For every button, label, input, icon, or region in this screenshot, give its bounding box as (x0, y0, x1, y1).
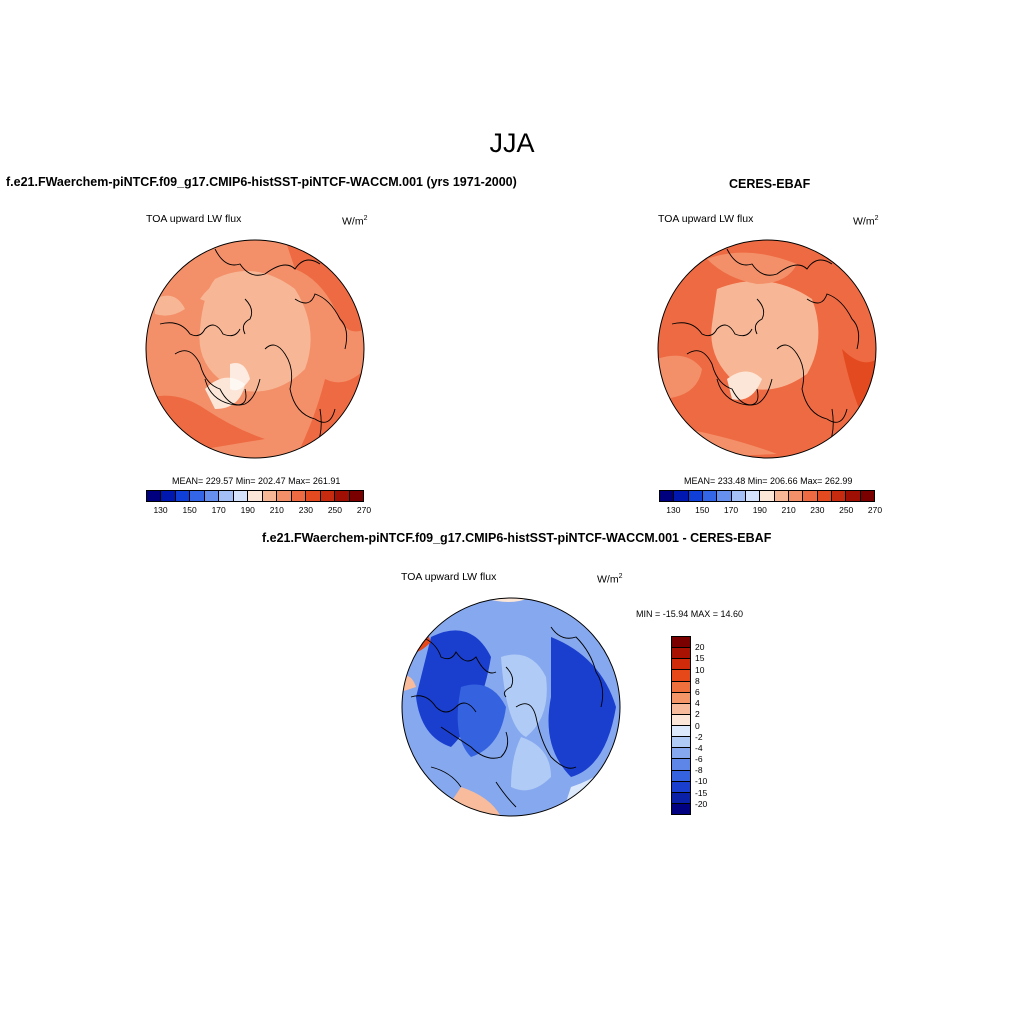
map-1-polar (145, 239, 365, 459)
colorbar-tick-label: 150 (182, 505, 197, 515)
colorbar-swatch (219, 491, 234, 501)
colorbar-tick-label: -2 (695, 731, 703, 742)
colorbar-tick-label: 6 (695, 686, 700, 697)
colorbar-tick-label: 4 (695, 698, 700, 709)
colorbar-swatch (672, 637, 690, 649)
colorbar-swatch (291, 491, 307, 501)
panel-2-units: W/m2 (853, 215, 879, 228)
colorbar-tick-label: 250 (327, 505, 343, 515)
colorbar-tick-label: 190 (752, 505, 767, 515)
colorbar-swatch (672, 726, 690, 738)
colorbar-tick-label: -6 (695, 754, 703, 765)
panel-2-colorbar-ticks: 130 150 170 190 210 230 250 270 (659, 505, 882, 517)
colorbar-swatch (147, 491, 162, 501)
colorbar-swatch (774, 491, 789, 501)
colorbar-tick-label: -15 (695, 787, 708, 798)
colorbar-tick-label: 2 (695, 709, 700, 720)
map-2-polar (657, 239, 877, 459)
panel-2-variable: TOA upward LW flux (658, 213, 754, 225)
colorbar-swatch (788, 491, 804, 501)
colorbar-swatch (672, 659, 690, 671)
panel-3-title: f.e21.FWaerchem-piNTCF.f09_g17.CMIP6-his… (262, 531, 772, 545)
colorbar-swatch (803, 491, 818, 501)
colorbar-swatch (672, 737, 690, 749)
colorbar-tick-label: 170 (211, 505, 226, 515)
colorbar-tick-label: 130 (666, 505, 681, 515)
colorbar-tick-label: 20 (695, 642, 705, 653)
colorbar-swatch (702, 491, 718, 501)
colorbar-swatch (860, 491, 874, 501)
colorbar-swatch (817, 491, 832, 501)
panel-3-variable: TOA upward LW flux (401, 571, 497, 583)
colorbar-swatch (672, 781, 690, 793)
colorbar-tick-label: 150 (695, 505, 710, 515)
colorbar-swatch (335, 491, 350, 501)
panel-3-colorbar (671, 636, 691, 815)
panel-2-colorbar (659, 490, 875, 502)
colorbar-swatch (672, 748, 690, 760)
panel-1-variable: TOA upward LW flux (146, 213, 242, 225)
colorbar-tick-label: 130 (153, 505, 168, 515)
colorbar-tick-label: 10 (695, 664, 705, 675)
colorbar-swatch (233, 491, 249, 501)
colorbar-tick-label: 210 (269, 505, 284, 515)
panel-3-stats: MIN = -15.94 MAX = 14.60 (636, 609, 744, 619)
colorbar-swatch (161, 491, 176, 501)
colorbar-tick-label: 230 (810, 505, 825, 515)
colorbar-tick-label: 270 (867, 505, 883, 515)
colorbar-tick-label: 0 (695, 720, 700, 731)
colorbar-swatch (248, 491, 263, 501)
colorbar-swatch (672, 770, 690, 782)
colorbar-swatch (672, 792, 690, 804)
panel-1-title: f.e21.FWaerchem-piNTCF.f09_g17.CMIP6-his… (6, 175, 517, 189)
colorbar-tick-label: 190 (240, 505, 255, 515)
main-title: JJA (489, 128, 535, 158)
colorbar-swatch (320, 491, 336, 501)
colorbar-swatch (688, 491, 703, 501)
panel-2-title: CERES-EBAF (729, 177, 811, 191)
colorbar-swatch (672, 648, 690, 660)
colorbar-swatch (672, 759, 690, 771)
colorbar-swatch (672, 681, 690, 693)
panel-3-units: W/m2 (597, 573, 623, 586)
colorbar-tick-label: 8 (695, 675, 700, 686)
colorbar-tick-label: 210 (781, 505, 796, 515)
colorbar-swatch (831, 491, 847, 501)
panel-3-colorbar-ticks: 20 15 10 8 6 4 2 0 -2 -4 -6 -8 -10 -15 -20 (695, 636, 725, 815)
panel-1-colorbar-ticks: 130 150 170 190 210 230 250 270 (146, 505, 371, 517)
colorbar-swatch (745, 491, 761, 501)
colorbar-tick-label: -10 (695, 776, 708, 787)
colorbar-tick-label: -20 (695, 798, 708, 809)
colorbar-tick-label: 250 (839, 505, 854, 515)
colorbar-swatch (731, 491, 746, 501)
panel-1-colorbar (146, 490, 364, 502)
colorbar-swatch (672, 803, 690, 814)
colorbar-swatch (760, 491, 775, 501)
colorbar-swatch (277, 491, 292, 501)
colorbar-swatch (660, 491, 675, 501)
colorbar-swatch (349, 491, 364, 501)
colorbar-swatch (846, 491, 861, 501)
colorbar-swatch (672, 670, 690, 682)
colorbar-swatch (717, 491, 732, 501)
colorbar-swatch (175, 491, 191, 501)
colorbar-swatch (672, 703, 690, 715)
colorbar-tick-label: -4 (695, 742, 703, 753)
colorbar-swatch (674, 491, 689, 501)
map-3-polar-difference (401, 597, 621, 817)
colorbar-tick-label: 230 (298, 505, 313, 515)
panel-1-stats: MEAN= 229.57 Min= 202.47 Max= 261.91 (172, 476, 341, 486)
colorbar-swatch (262, 491, 278, 501)
colorbar-tick-label: 270 (356, 505, 372, 515)
colorbar-tick-label: 15 (695, 653, 705, 664)
colorbar-swatch (306, 491, 321, 501)
colorbar-swatch (204, 491, 220, 501)
colorbar-tick-label: -8 (695, 765, 703, 776)
colorbar-swatch (672, 714, 690, 726)
colorbar-swatch (190, 491, 205, 501)
colorbar-tick-label: 170 (723, 505, 739, 515)
panel-1-units: W/m2 (342, 215, 368, 228)
panel-2-stats: MEAN= 233.48 Min= 206.66 Max= 262.99 (684, 476, 853, 486)
colorbar-swatch (672, 692, 690, 704)
